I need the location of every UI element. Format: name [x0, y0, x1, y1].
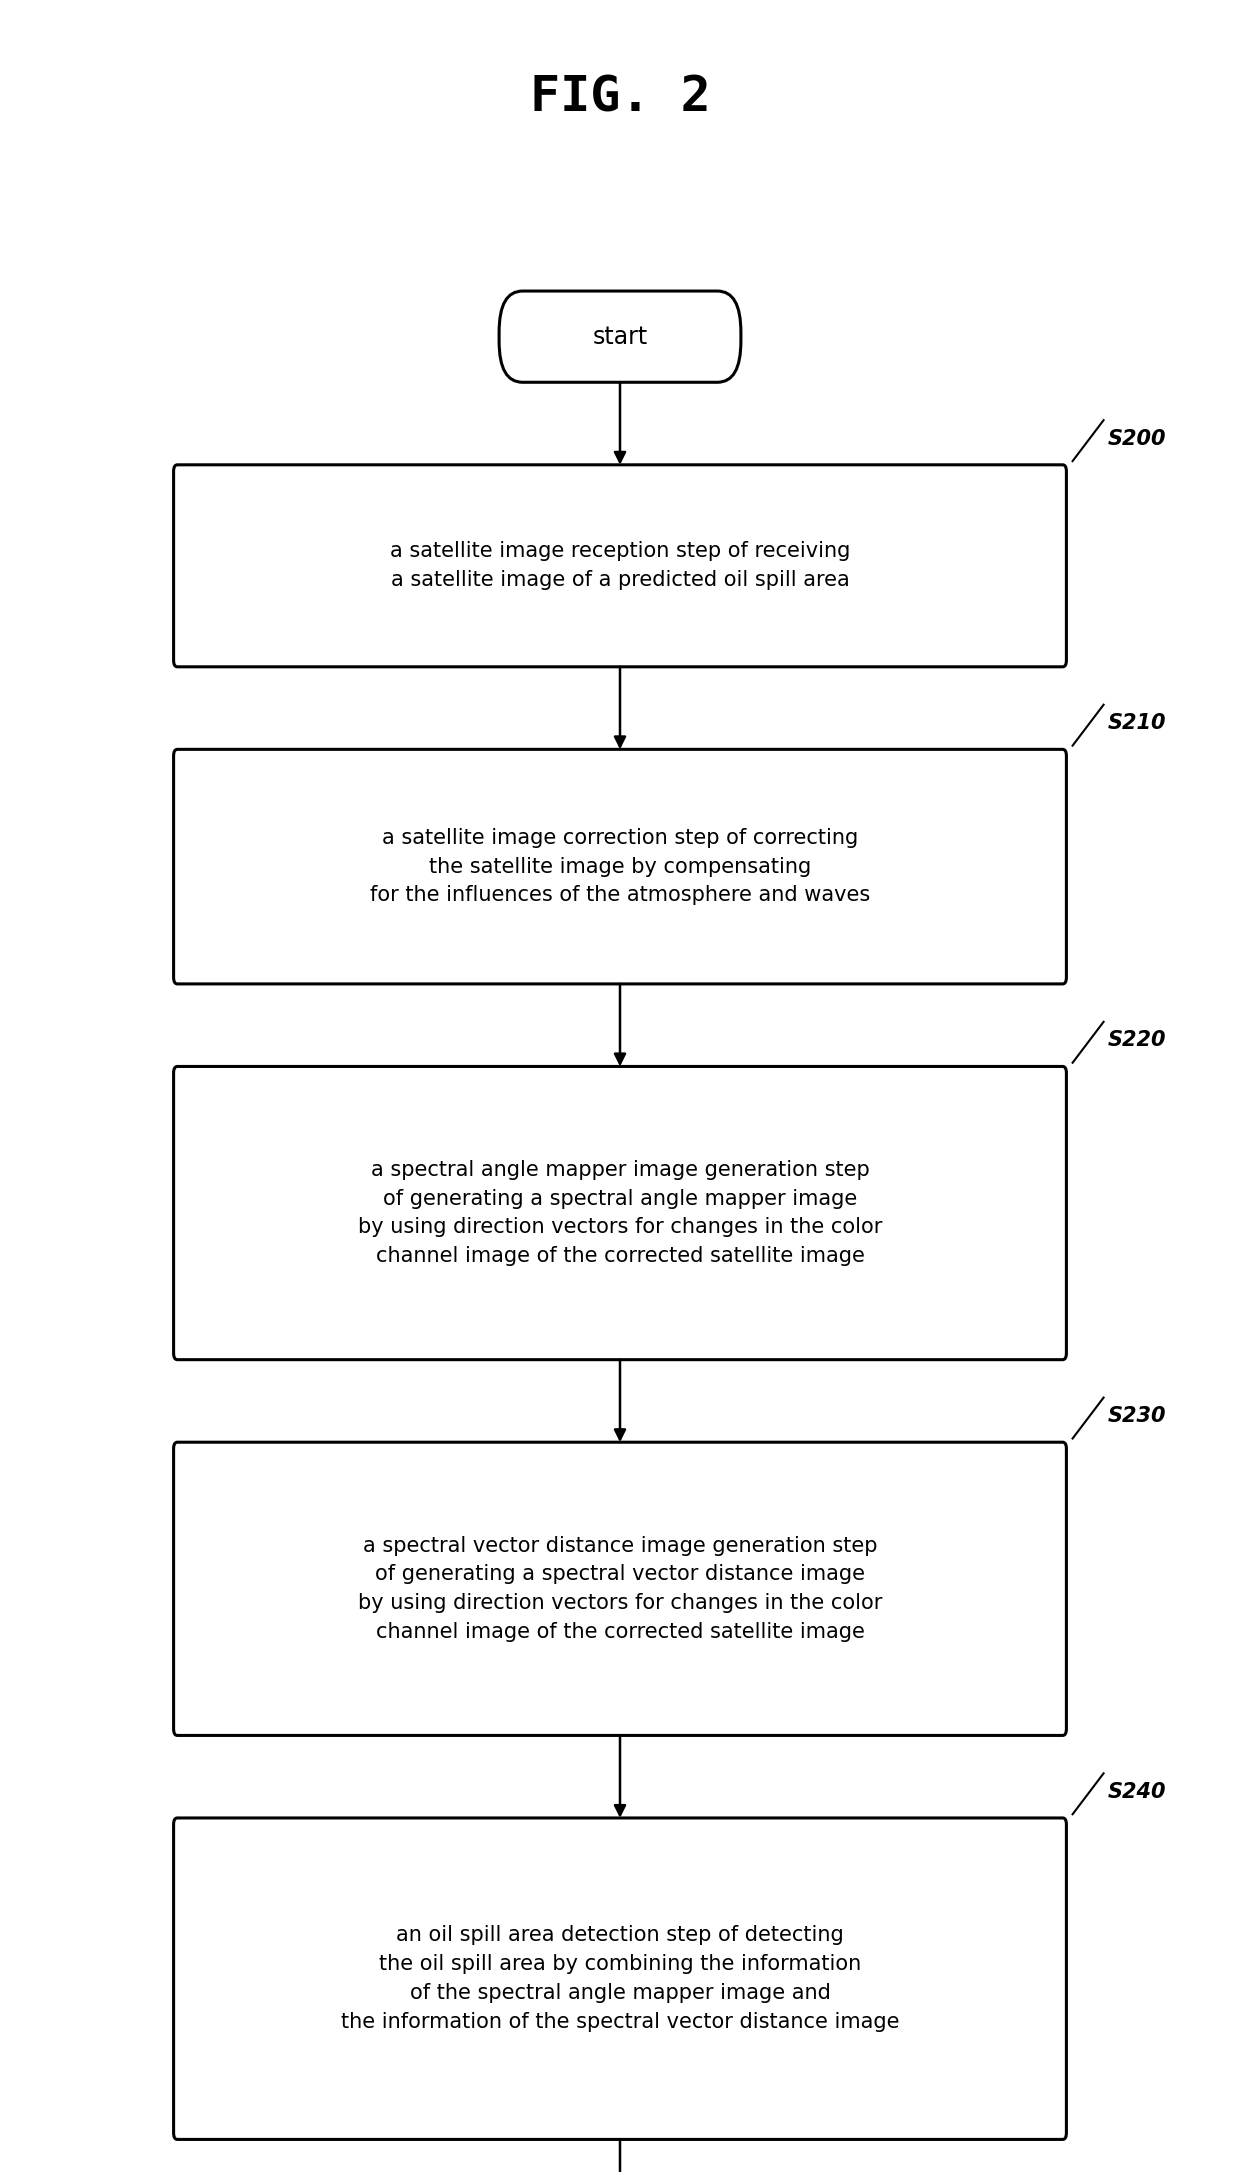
FancyBboxPatch shape — [174, 1442, 1066, 1735]
Text: FIG. 2: FIG. 2 — [529, 74, 711, 122]
FancyBboxPatch shape — [498, 291, 740, 382]
Text: S220: S220 — [1107, 1030, 1166, 1051]
Text: a spectral angle mapper image generation step
of generating a spectral angle map: a spectral angle mapper image generation… — [358, 1160, 882, 1266]
Text: S200: S200 — [1107, 428, 1166, 450]
FancyBboxPatch shape — [174, 465, 1066, 667]
Text: S240: S240 — [1107, 1781, 1166, 1803]
Text: a satellite image reception step of receiving
a satellite image of a predicted o: a satellite image reception step of rece… — [389, 541, 851, 591]
Text: a satellite image correction step of correcting
the satellite image by compensat: a satellite image correction step of cor… — [370, 828, 870, 906]
Text: a spectral vector distance image generation step
of generating a spectral vector: a spectral vector distance image generat… — [358, 1536, 882, 1642]
Text: an oil spill area detection step of detecting
the oil spill area by combining th: an oil spill area detection step of dete… — [341, 1927, 899, 2031]
Text: S210: S210 — [1107, 712, 1166, 734]
Text: S230: S230 — [1107, 1405, 1166, 1427]
Text: start: start — [593, 324, 647, 350]
FancyBboxPatch shape — [174, 749, 1066, 984]
FancyBboxPatch shape — [174, 1066, 1066, 1360]
FancyBboxPatch shape — [174, 1818, 1066, 2139]
